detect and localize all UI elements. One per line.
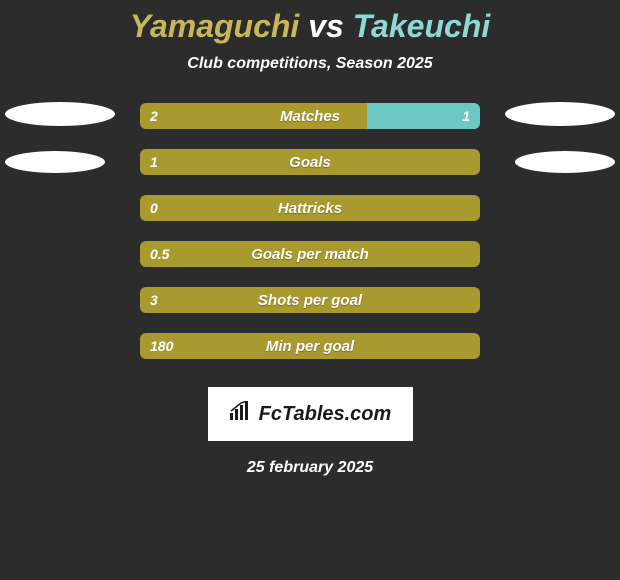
logo-text: FcTables.com [259,403,392,426]
container: Yamaguchi vs Takeuchi Club competitions,… [0,0,620,580]
page-title: Yamaguchi vs Takeuchi [130,8,490,45]
chart-icon [229,401,253,427]
title-vs: vs [308,8,344,44]
logo-box[interactable]: FcTables.com [208,387,413,441]
value-left: 1 [150,149,158,175]
value-left: 180 [150,333,173,359]
bar-area: Hattricks0 [140,195,480,221]
bar-label: Goals [140,149,480,175]
bar-area: Goals per match0.5 [140,241,480,267]
bar-label: Min per goal [140,333,480,359]
value-left: 0 [150,195,158,221]
value-left: 3 [150,287,158,313]
footer-date: 25 february 2025 [247,459,373,477]
bar-label: Hattricks [140,195,480,221]
bar-area: Shots per goal3 [140,287,480,313]
stat-row: Goals per match0.5 [0,241,620,267]
bar-label: Shots per goal [140,287,480,313]
title-player2: Takeuchi [353,8,491,44]
bar-area: Matches2 1 [140,103,480,129]
comparison-rows: Matches21Goals1Hattricks0Goals per match… [0,103,620,359]
decorative-ellipse [505,102,615,126]
bar-area: Goals1 [140,149,480,175]
title-player1: Yamaguchi [130,8,300,44]
stat-row: Min per goal180 [0,333,620,359]
subtitle: Club competitions, Season 2025 [187,55,432,73]
bar-area: Min per goal180 [140,333,480,359]
logo-content: FcTables.com [229,401,392,427]
stat-row: Hattricks0 [0,195,620,221]
stat-row: Shots per goal3 [0,287,620,313]
value-right: 1 [462,103,470,129]
decorative-ellipse [5,151,105,173]
decorative-ellipse [515,151,615,173]
decorative-ellipse [5,102,115,126]
bar-label: Goals per match [140,241,480,267]
value-left: 2 [150,103,158,129]
value-left: 0.5 [150,241,169,267]
bar-label: Matches [140,103,480,129]
